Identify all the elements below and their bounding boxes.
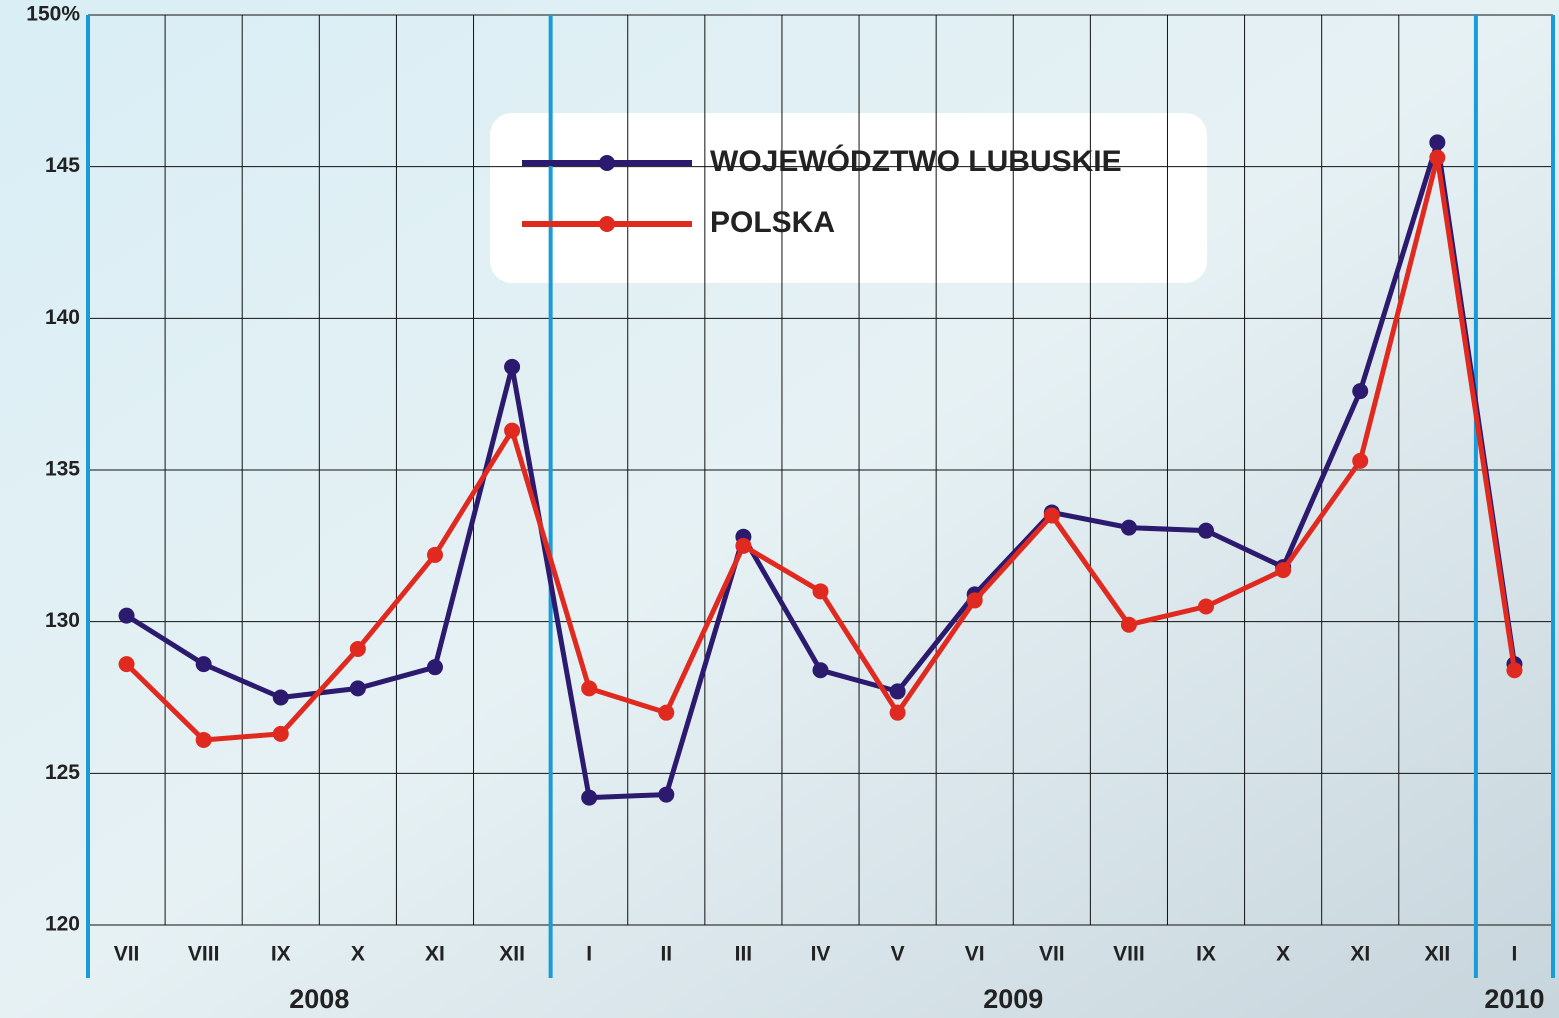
x-tick-label: XII: [1424, 943, 1450, 966]
x-tick-label: IX: [271, 943, 291, 966]
data-point: [119, 608, 135, 624]
data-point: [1429, 134, 1445, 150]
x-tick-label: XI: [425, 943, 445, 966]
data-point: [427, 659, 443, 675]
data-point: [581, 680, 597, 696]
year-label: 2010: [1484, 984, 1544, 1014]
data-point: [735, 538, 751, 554]
data-point: [504, 359, 520, 375]
legend-marker: [599, 155, 615, 171]
x-tick-label: XI: [1350, 943, 1370, 966]
x-tick-label: VII: [114, 943, 140, 966]
data-point: [967, 592, 983, 608]
y-tick-label: 145: [45, 154, 80, 177]
x-tick-label: VII: [1039, 943, 1065, 966]
data-point: [1198, 523, 1214, 539]
data-point: [273, 690, 289, 706]
data-point: [1044, 508, 1060, 524]
data-point: [1275, 562, 1291, 578]
x-tick-label: VIII: [188, 943, 220, 966]
data-point: [581, 790, 597, 806]
x-tick-label: I: [1512, 943, 1518, 966]
y-tick-label: 140: [45, 306, 80, 329]
x-tick-label: III: [735, 943, 753, 966]
x-tick-label: X: [351, 943, 365, 966]
legend-marker: [599, 216, 615, 232]
x-tick-label: XII: [499, 943, 525, 966]
data-point: [1121, 520, 1137, 536]
data-point: [658, 705, 674, 721]
x-tick-label: II: [660, 943, 672, 966]
data-point: [890, 705, 906, 721]
data-point: [196, 732, 212, 748]
data-point: [1198, 599, 1214, 615]
data-point: [427, 547, 443, 563]
x-tick-label: X: [1276, 943, 1290, 966]
data-point: [119, 656, 135, 672]
y-tick-label: 130: [45, 609, 80, 632]
y-tick-label: 120: [45, 913, 80, 936]
legend-label: POLSKA: [710, 206, 835, 239]
x-tick-label: IX: [1196, 943, 1216, 966]
data-point: [658, 787, 674, 803]
data-point: [504, 423, 520, 439]
x-tick-label: VI: [965, 943, 985, 966]
y-tick-label: 135: [45, 458, 80, 481]
year-label: 2008: [289, 984, 349, 1014]
data-point: [1121, 617, 1137, 633]
legend-box: [490, 113, 1207, 283]
data-point: [350, 641, 366, 657]
x-tick-label: V: [891, 943, 905, 966]
legend-label: WOJEWÓDZTWO LUBUSKIE: [710, 144, 1122, 178]
data-point: [1506, 662, 1522, 678]
data-point: [350, 680, 366, 696]
data-point: [196, 656, 212, 672]
y-tick-label: 125: [45, 761, 80, 784]
x-tick-label: I: [586, 943, 592, 966]
chart: 120125130135140145150%200820092010VIIVII…: [0, 0, 1559, 1018]
data-point: [813, 583, 829, 599]
data-point: [813, 662, 829, 678]
data-point: [1429, 150, 1445, 166]
data-point: [273, 726, 289, 742]
data-point: [1352, 453, 1368, 469]
y-tick-label: 150%: [26, 3, 80, 26]
x-tick-label: VIII: [1113, 943, 1145, 966]
x-tick-label: IV: [811, 943, 831, 966]
data-point: [1352, 383, 1368, 399]
year-label: 2009: [983, 984, 1043, 1014]
data-point: [890, 683, 906, 699]
